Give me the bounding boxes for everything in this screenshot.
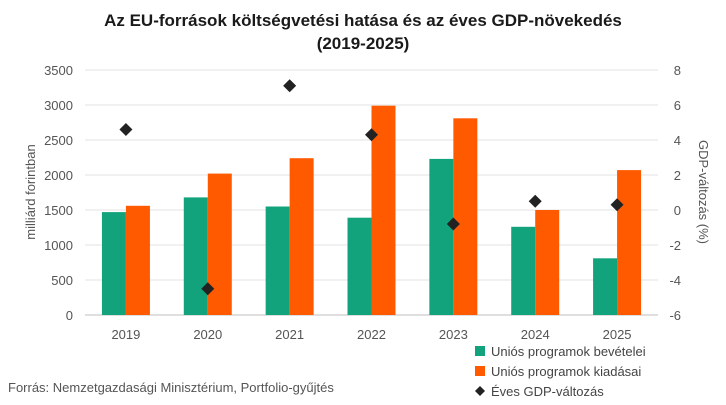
y-tick-label: 500 [51, 273, 73, 288]
bar-expenditure-2023 [453, 118, 478, 315]
gdp-point-2025 [610, 198, 624, 212]
x-axis-ticks: 2019 2020 2021 2022 2023 2024 2025 [111, 327, 631, 342]
gdp-point-2023 [446, 217, 460, 231]
y2-tick-label: 0 [674, 203, 681, 218]
y2-tick-label: 2 [674, 168, 681, 183]
y2-tick-label: 8 [674, 63, 681, 78]
bar-revenue-2020 [183, 197, 208, 315]
gdp-point-2022 [365, 128, 378, 142]
gdp-point-2021 [283, 79, 297, 93]
bar-expenditure-2022 [371, 105, 396, 315]
y-tick-label: 3500 [44, 63, 73, 78]
legend-label-gdp: Éves GDP-változás [491, 384, 604, 399]
y-tick-label: 2500 [44, 133, 73, 148]
bar-expenditure-2024 [535, 210, 560, 315]
y-axis-label: milliárd forintban [23, 144, 38, 239]
x-tick-label: 2025 [603, 327, 632, 342]
bar-revenue-2021 [265, 206, 290, 315]
y2-tick-label: -6 [669, 308, 681, 323]
bar-expenditure-2020 [207, 173, 232, 315]
source-note: Forrás: Nemzetgazdasági Minisztérium, Po… [8, 380, 334, 395]
x-tick-label: 2020 [193, 327, 222, 342]
bar-expenditure-2021 [289, 158, 314, 315]
bar-revenue-2025 [593, 258, 618, 315]
gdp-point-2024 [528, 194, 542, 208]
chart-title-line2: (2019-2025) [317, 34, 410, 53]
bar-expenditure-2025 [617, 170, 642, 315]
bar-expenditure-2019 [125, 205, 150, 315]
legend-diamond-icon [475, 386, 485, 396]
legend-swatch-revenue [475, 346, 485, 356]
bar-revenue-2023 [429, 158, 454, 315]
legend: Uniós programok bevételei Uniós programo… [475, 344, 646, 399]
y-tick-label: 0 [66, 308, 73, 323]
x-tick-label: 2022 [357, 327, 386, 342]
y2-tick-label: 4 [674, 133, 681, 148]
y-tick-label: 1000 [44, 238, 73, 253]
y-tick-label: 1500 [44, 203, 73, 218]
gdp-point-2019 [119, 123, 133, 136]
x-tick-label: 2021 [275, 327, 304, 342]
bar-revenue-2019 [101, 212, 126, 315]
bar-revenue-2022 [347, 217, 372, 315]
y2-axis-ticks: -6 -4 -2 0 2 4 6 8 [669, 63, 681, 323]
y2-tick-label: -2 [669, 238, 681, 253]
y-tick-label: 3000 [44, 98, 73, 113]
y2-tick-label: 6 [674, 98, 681, 113]
x-tick-label: 2023 [439, 327, 468, 342]
x-tick-label: 2019 [111, 327, 140, 342]
y2-axis-label: GDP-változás (%) [696, 140, 711, 244]
gdp-markers [119, 79, 624, 296]
x-tick-label: 2024 [521, 327, 550, 342]
legend-label-expenditure: Uniós programok kiadásai [491, 364, 641, 379]
y-axis-ticks: 0 500 1000 1500 2000 2500 3000 3500 [44, 63, 73, 323]
bars [101, 105, 642, 315]
legend-label-revenue: Uniós programok bevételei [491, 344, 646, 359]
bar-revenue-2024 [511, 226, 536, 315]
y2-tick-label: -4 [669, 273, 681, 288]
legend-swatch-expenditure [475, 366, 485, 376]
chart-title-line1: Az EU-források költségvetési hatása és a… [104, 11, 622, 30]
y-tick-label: 2000 [44, 168, 73, 183]
gdp-point-2020 [201, 282, 215, 296]
